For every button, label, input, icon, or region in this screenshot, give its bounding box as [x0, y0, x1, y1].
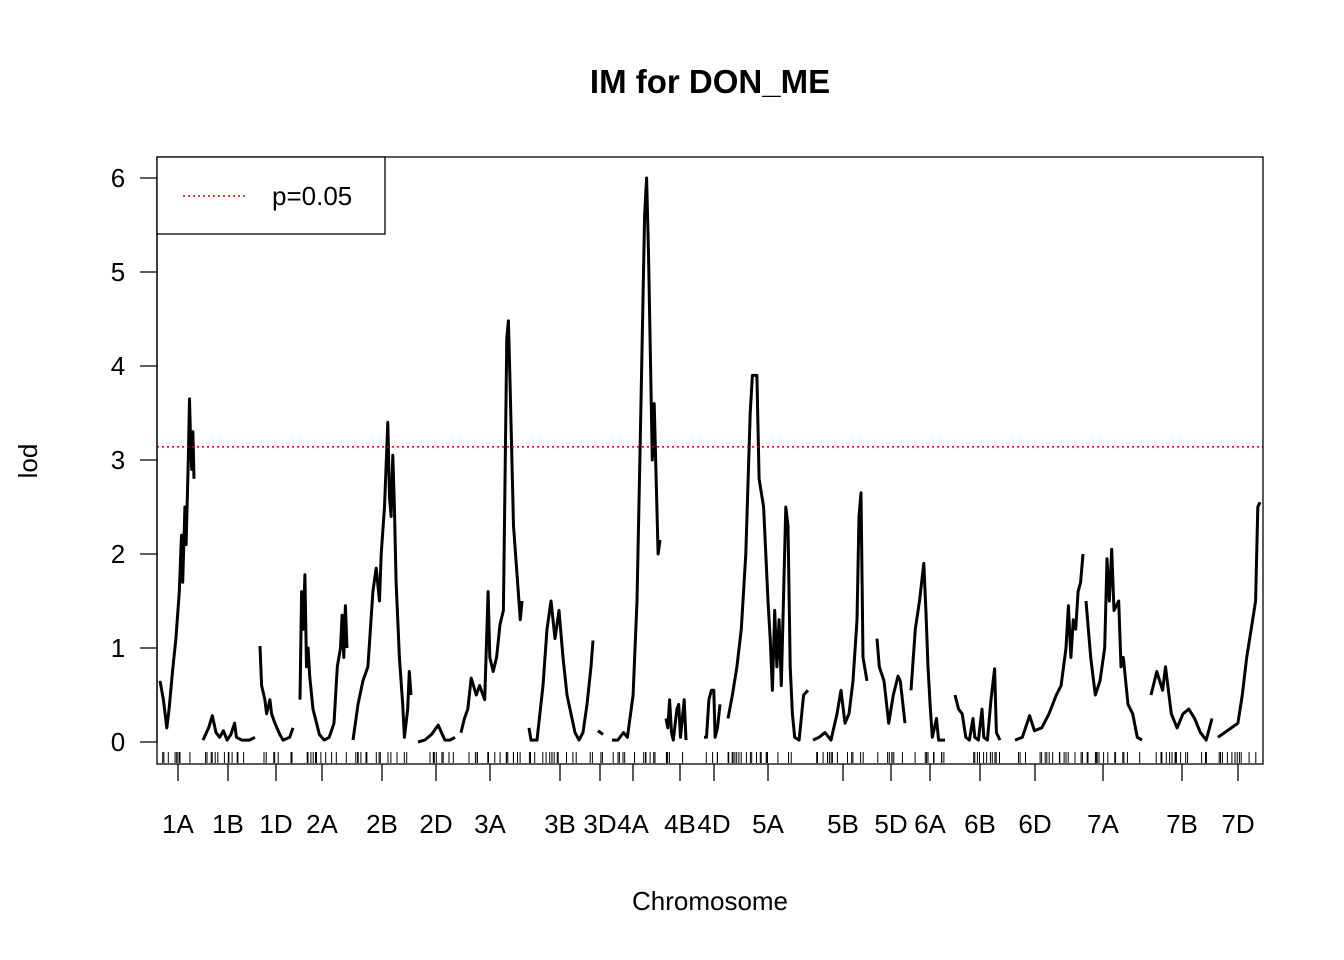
lod-curve-5B — [812, 491, 869, 742]
lod-curve-3A — [459, 319, 524, 733]
x-tick-label: 7D — [1221, 809, 1254, 839]
lod-curve-4D — [704, 688, 722, 739]
legend-label: p=0.05 — [272, 181, 352, 211]
x-tick-label: 1B — [212, 809, 244, 839]
x-tick-label: 5A — [752, 809, 784, 839]
lod-curve-7D — [1217, 501, 1262, 739]
x-tick-label: 5B — [827, 809, 859, 839]
x-tick-label: 7B — [1166, 809, 1198, 839]
y-tick-label: 2 — [111, 539, 125, 569]
lod-curve-2B — [351, 420, 413, 741]
x-tick-label: 5D — [874, 809, 907, 839]
x-tick-label: 4B — [664, 809, 696, 839]
lod-curve-1B — [201, 714, 256, 742]
lod-curve-2A — [298, 573, 349, 742]
x-tick-label: 6A — [914, 809, 946, 839]
x-tick-label: 2A — [306, 809, 338, 839]
lod-curve-6A — [909, 561, 945, 742]
lod-curve-5A — [726, 373, 810, 742]
lod-curve-6B — [953, 667, 1002, 742]
y-axis: 0 1 2 3 4 5 6 — [111, 163, 158, 757]
x-axis-label: Chromosome — [632, 886, 788, 916]
lod-curve-7A — [1084, 547, 1143, 742]
y-tick-label: 1 — [111, 633, 125, 663]
y-tick-label: 0 — [111, 727, 125, 757]
lod-curve-3B — [527, 599, 595, 742]
lod-curve-7B — [1149, 665, 1214, 742]
y-axis-label: lod — [13, 444, 43, 479]
x-tick-label: 6D — [1018, 809, 1051, 839]
x-tick-label: 1D — [259, 809, 292, 839]
y-tick-label: 6 — [111, 163, 125, 193]
x-axis: 1A 1B 1D 2A 2B 2D 3A 3B 3D 4A 4B 4D 5A 5B 5D 6A 6B 6D 7A 7B… — [162, 764, 1255, 839]
legend: p=0.05 — [156, 156, 386, 235]
lod-curve-6D — [1014, 553, 1085, 742]
chart-title: IM for DON_ME — [590, 63, 830, 100]
x-tick-label: 2B — [366, 809, 398, 839]
marker-rug — [162, 752, 1257, 763]
lod-curves — [158, 176, 1262, 744]
x-tick-label: 4A — [617, 809, 649, 839]
x-tick-label: 7A — [1087, 809, 1119, 839]
x-tick-label: 3D — [583, 809, 616, 839]
plot-frame — [156, 156, 1264, 765]
lod-curve-3D — [597, 729, 604, 736]
x-tick-label: 1A — [162, 809, 194, 839]
y-tick-label: 3 — [111, 445, 125, 475]
lod-curve-5D — [875, 638, 907, 725]
lod-curve-1D — [258, 646, 295, 742]
x-tick-label: 3B — [544, 809, 576, 839]
x-tick-label: 3A — [474, 809, 506, 839]
lod-curve-1A — [158, 397, 196, 730]
x-tick-label: 2D — [419, 809, 452, 839]
y-tick-label: 5 — [111, 257, 125, 287]
lod-curve-4B — [664, 698, 688, 742]
y-tick-label: 4 — [111, 351, 125, 381]
x-tick-label: 4D — [697, 809, 730, 839]
x-tick-label: 6B — [964, 809, 996, 839]
lod-curve-2D — [417, 723, 456, 744]
lod-curve-4A — [612, 176, 662, 742]
